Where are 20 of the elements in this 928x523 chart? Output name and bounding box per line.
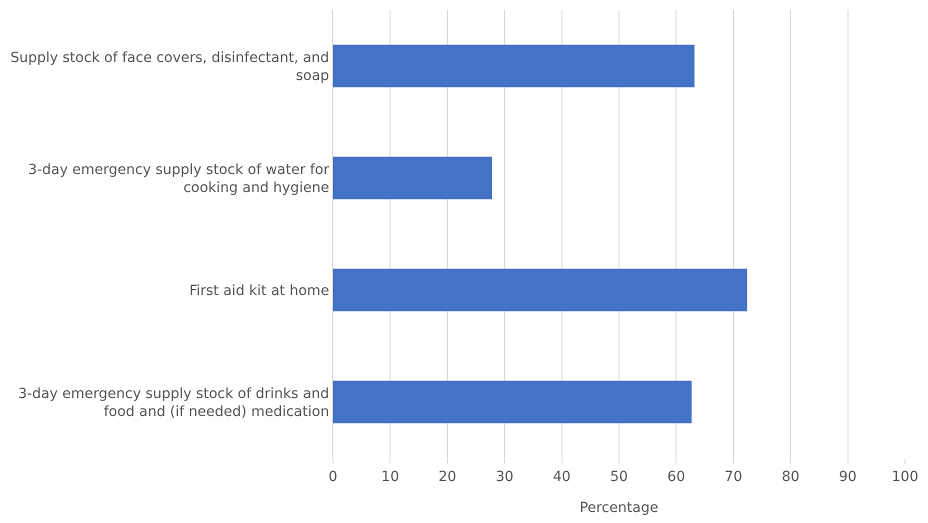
x-tick-label: 60 bbox=[667, 468, 686, 485]
y-tick-label: Supply stock of face covers, disinfectant, and soap bbox=[10, 50, 330, 84]
x-tick-label: 100 bbox=[892, 468, 918, 485]
x-tick-label: 40 bbox=[552, 468, 571, 485]
y-tick-label: First aid kit at home bbox=[189, 282, 330, 299]
x-tick-label: 30 bbox=[496, 468, 514, 485]
x-tick-label: 0 bbox=[328, 468, 338, 485]
bar bbox=[333, 268, 748, 312]
x-tick-label: 20 bbox=[438, 468, 456, 485]
x-axis-title: Percentage bbox=[580, 500, 658, 516]
y-tick-label: 3-day emergency supply stock of water for cooking and hygiene bbox=[28, 162, 330, 196]
x-tick-label: 90 bbox=[838, 468, 857, 485]
x-tick-label: 50 bbox=[610, 468, 628, 485]
bar bbox=[333, 44, 694, 88]
bar bbox=[333, 380, 692, 424]
x-tick-label: 80 bbox=[782, 468, 800, 485]
bar bbox=[333, 156, 492, 200]
x-tick-label: 70 bbox=[724, 468, 742, 485]
y-tick-label: 3-day emergency supply stock of drinks and food and (if needed) medication bbox=[18, 386, 330, 420]
x-tick-label: 10 bbox=[381, 468, 400, 485]
